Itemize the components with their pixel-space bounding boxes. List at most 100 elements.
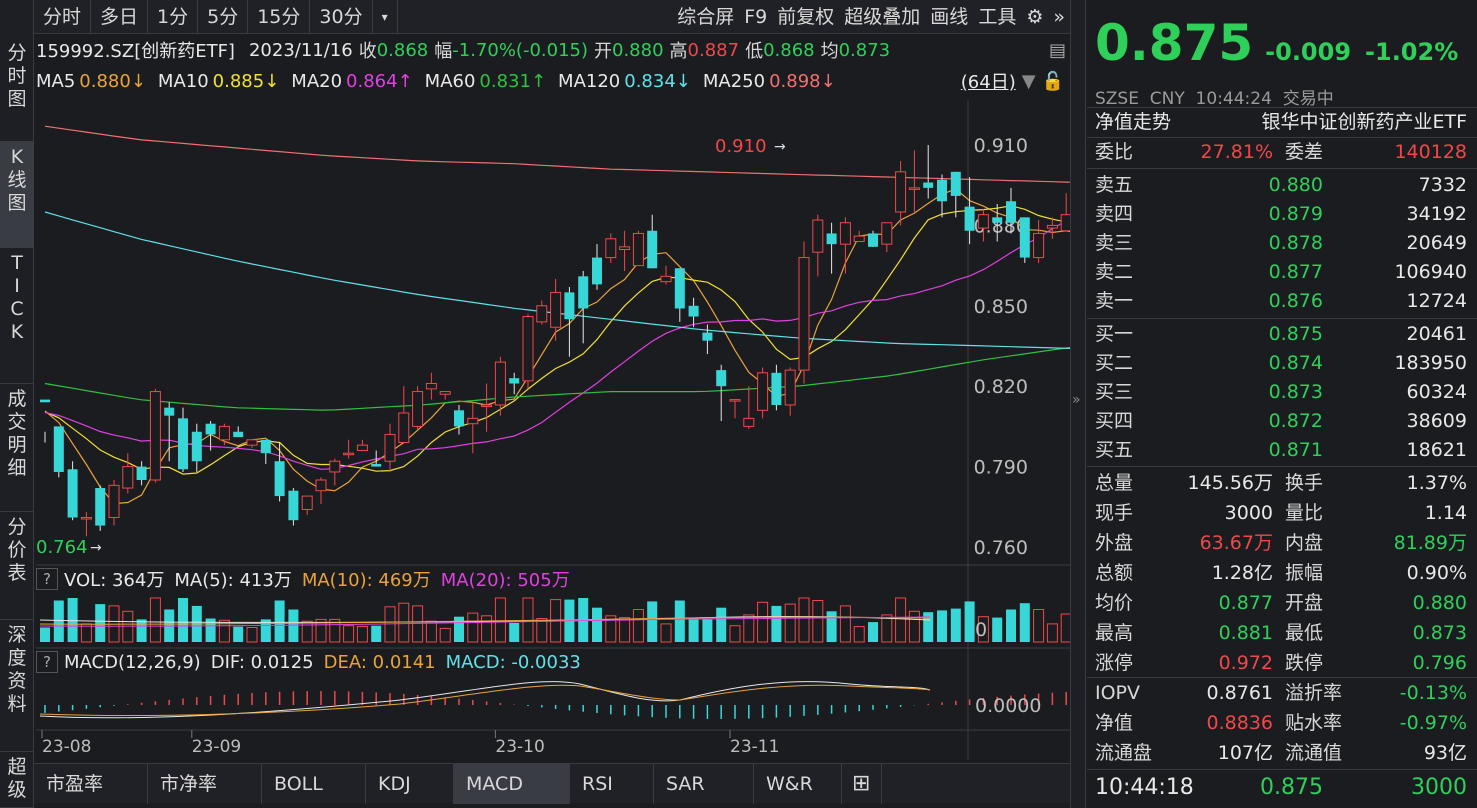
indicator-tab-MACD[interactable]: MACD — [454, 764, 570, 804]
stat-label: 净值 — [1095, 712, 1134, 734]
leftnav-分时图[interactable]: 分时图 — [0, 38, 34, 142]
order-row[interactable]: 卖四 0.879 34192 — [1087, 200, 1477, 229]
order-level: 买一 — [1095, 323, 1134, 345]
order-price: 0.879 — [1268, 203, 1323, 225]
volume-bar — [356, 626, 368, 643]
candle — [578, 270, 589, 344]
indicator-tab-KDJ[interactable]: KDJ — [366, 764, 454, 804]
volume-bar — [923, 612, 934, 642]
help-icon[interactable]: ? — [36, 651, 58, 673]
indicator-tab-RSI[interactable]: RSI — [570, 764, 654, 804]
candle-body — [536, 305, 548, 323]
order-price: 0.877 — [1268, 261, 1323, 283]
panel-divider[interactable]: » — [1070, 0, 1086, 808]
toolbar-工具[interactable]: 工具 — [978, 5, 1017, 28]
lock-icon[interactable]: 🔓 — [1041, 70, 1064, 92]
table-icon[interactable]: ▤ — [1048, 39, 1066, 61]
candle-body — [812, 219, 824, 253]
stat-value: 107亿 — [1217, 742, 1273, 764]
indicator-tab-BOLL[interactable]: BOLL — [262, 764, 366, 804]
settings-gear-icon[interactable]: ⚙ — [1026, 5, 1044, 28]
leftnav-深度资料[interactable]: 深度资料 — [0, 620, 34, 752]
tab-30分[interactable]: 30分 — [310, 0, 373, 34]
candle — [191, 423, 202, 472]
toolbar-前复权[interactable]: 前复权 — [777, 5, 835, 28]
indicator-tab-W&R[interactable]: W&R — [754, 764, 842, 804]
stat-label: IOPV — [1095, 682, 1141, 704]
order-row[interactable]: 买二 0.874 183950 — [1087, 349, 1477, 378]
stat-value: 145.56万 — [1187, 472, 1273, 494]
indicator-tab-市净率[interactable]: 市净率 — [148, 764, 262, 804]
candle-body — [923, 182, 934, 188]
tab-分时[interactable]: 分时 — [34, 0, 92, 34]
candle — [950, 171, 961, 218]
indicator-tab-SAR[interactable]: SAR — [654, 764, 754, 804]
leftnav-成交明细[interactable]: 成交明细 — [0, 384, 34, 512]
leftnav-char: C — [10, 298, 24, 320]
toolbar-综合屏[interactable]: 综合屏 — [677, 5, 735, 28]
candle-body — [494, 361, 506, 406]
indicator-tab-市盈率[interactable]: 市盈率 — [34, 764, 148, 804]
tab-dropdown[interactable]: ▾ — [373, 0, 398, 34]
volume-bar — [136, 619, 147, 642]
order-row[interactable]: 卖二 0.877 106940 — [1087, 258, 1477, 287]
order-row[interactable]: 卖五 0.880 7332 — [1087, 171, 1477, 200]
open-value: 0.880 — [612, 39, 664, 61]
wc-label: 委差 — [1285, 141, 1324, 163]
candle — [632, 230, 644, 267]
add-tab-button[interactable]: ⊞ — [842, 764, 882, 804]
stat-label: 开盘 — [1285, 592, 1324, 614]
candle-body — [481, 404, 493, 407]
nav-trend-link[interactable]: 净值走势 — [1095, 111, 1172, 133]
volume-bar — [454, 616, 464, 642]
order-row[interactable]: 买一 0.875 20461 — [1087, 320, 1477, 349]
candle — [839, 217, 851, 274]
candle — [647, 214, 658, 269]
candle — [425, 372, 437, 400]
order-row[interactable]: 买三 0.873 60324 — [1087, 378, 1477, 407]
order-row[interactable]: 买五 0.871 18621 — [1087, 436, 1477, 465]
order-row[interactable]: 卖三 0.878 20649 — [1087, 229, 1477, 258]
period-toolbar: 分时 多日 1分 5分 15分 30分 ▾ 综合屏 F9 前复权 超级叠加 画线 工具 ⚙ » — [34, 0, 1070, 34]
order-volume: 183950 — [1394, 352, 1467, 374]
candle — [868, 230, 878, 247]
order-row[interactable]: 卖一 0.876 12724 — [1087, 287, 1477, 316]
kline-chart[interactable]: 0.910 0.880 0.850 0.820 0.790 0.760 23-08 23-09… — [0, 0, 1070, 808]
help-icon[interactable]: ? — [36, 568, 58, 590]
tab-5分[interactable]: 5分 — [198, 0, 249, 34]
candle — [481, 383, 493, 432]
order-row[interactable]: 买四 0.872 38609 — [1087, 407, 1477, 436]
order-level: 卖五 — [1095, 174, 1134, 196]
stats-row: 涨停 0.972 跌停 0.796 — [1087, 648, 1477, 678]
chevron-down-icon[interactable]: ▼ — [1021, 70, 1036, 92]
tab-15分[interactable]: 15分 — [248, 0, 311, 34]
candle-body — [743, 417, 755, 427]
low-label: 低 — [745, 41, 764, 62]
order-level: 卖一 — [1095, 290, 1134, 312]
period-selector[interactable]: (64日) — [960, 72, 1016, 93]
candle-body — [578, 276, 589, 309]
avg-label: 均 — [820, 41, 839, 62]
dea-line — [39, 684, 931, 717]
volume-bar — [149, 597, 161, 643]
candle — [812, 214, 824, 277]
avg-value: 0.873 — [838, 39, 891, 61]
leftnav-分价表[interactable]: 分价表 — [0, 512, 34, 620]
expand-chevron-icon[interactable]: » — [1053, 5, 1065, 28]
toolbar-画线[interactable]: 画线 — [930, 5, 969, 28]
ma-value-MA250: 0.898↓ — [769, 70, 836, 92]
tab-1分[interactable]: 1分 — [148, 0, 199, 34]
candle — [439, 391, 451, 400]
tab-多日[interactable]: 多日 — [91, 0, 149, 34]
toolbar-超级叠加[interactable]: 超级叠加 — [844, 5, 921, 28]
stats-row: 最高 0.881 最低 0.873 — [1087, 618, 1477, 648]
stat-value: 0.880 — [1412, 592, 1467, 614]
toolbar-F9[interactable]: F9 — [744, 5, 768, 28]
volume-bar — [784, 603, 796, 643]
chevron-right-icon[interactable]: » — [1072, 392, 1081, 408]
candle — [509, 372, 520, 395]
volume-bar — [716, 607, 727, 642]
vol-ma10: MA(10): 469万 — [301, 570, 431, 591]
